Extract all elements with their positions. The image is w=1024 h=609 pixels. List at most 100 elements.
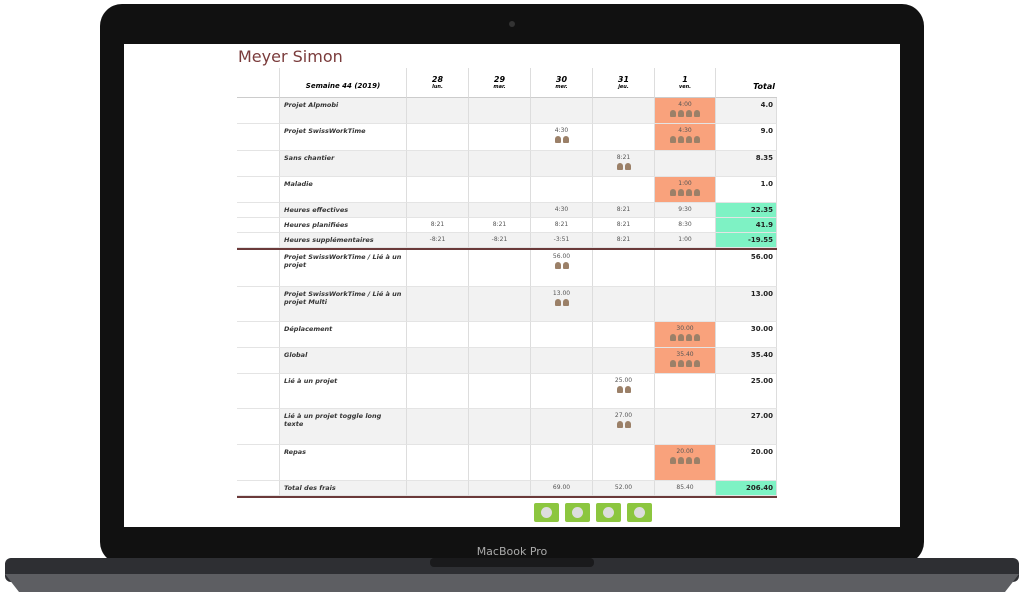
day-cell: 69.00 [531,481,593,496]
row-blank [237,481,280,496]
row-label: Repas [280,445,407,481]
row-blank [237,98,280,124]
row-label: Projet SwissWorkTime / Lié à un projet [280,250,407,287]
day-cell: 8:21 [407,218,469,233]
day-cell [469,481,531,496]
notch [430,558,594,567]
day-cell [407,322,469,348]
day-cell [407,151,469,177]
cell-value: 1:00 [678,180,692,187]
device-label: MacBook Pro [477,545,548,558]
row-total: 22.35 [716,203,777,218]
cell-value: -3:51 [553,236,570,243]
day-cell: 8:30 [655,218,716,233]
button-icon [603,507,614,518]
icons [655,457,715,466]
cell-value: 35.40 [676,351,694,358]
action-button[interactable] [596,503,621,522]
cell-value: 8:21 [492,221,507,228]
day-cell: -8:21 [469,233,531,248]
day-number: 30 [555,75,568,84]
row-total: 4.0 [716,98,777,124]
day-cell [469,445,531,481]
row-blank [237,177,280,203]
cell-value: 8:21 [616,221,631,228]
icons [655,334,715,343]
day-cell [531,151,593,177]
day-cell [469,203,531,218]
cell-value: 25.00 [614,377,633,384]
cell-value: 8:21 [616,236,631,243]
day-cell [531,177,593,203]
day-cell: 56.00 [531,250,593,287]
cell-value: 13.00 [552,290,571,297]
row-label: Heures effectives [280,203,407,218]
icons [531,299,592,308]
day-cell [469,98,531,124]
separator [237,496,777,498]
day-cell: 8:21 [469,218,531,233]
row-label: Projet SwissWorkTime / Lié à un projet M… [280,287,407,322]
icons [655,136,715,145]
row-blank [237,322,280,348]
row-blank [237,203,280,218]
icons [593,163,654,172]
day-cell [531,374,593,409]
day-cell [469,177,531,203]
row-total: 25.00 [716,374,777,409]
day-number: 1 [682,75,688,84]
day-cell: 52.00 [593,481,655,496]
day-cell [407,287,469,322]
row-total: 8.35 [716,151,777,177]
day-header: 30 mer. [531,68,593,98]
blank-header [237,68,280,98]
row-total: 30.00 [716,322,777,348]
row-total: 13.00 [716,287,777,322]
row-label: Maladie [280,177,407,203]
row-label: Projet Alpmobi [280,98,407,124]
day-name: jeu. [618,84,629,90]
day-header: 31 jeu. [593,68,655,98]
row-total: 41.9 [716,218,777,233]
row-total: -19.55 [716,233,777,248]
day-name: mer. [555,84,568,90]
cell-value: 8:21 [616,206,631,213]
day-cell: 1:00 [655,233,716,248]
action-button[interactable] [627,503,652,522]
day-cell [407,374,469,409]
day-cell: 8:21 [531,218,593,233]
row-blank [237,233,280,248]
day-cell: -8:21 [407,233,469,248]
day-cell [469,250,531,287]
action-button[interactable] [565,503,590,522]
day-cell [593,287,655,322]
row-blank [237,250,280,287]
row-label: Heures supplémentaires [280,233,407,248]
day-cell: 8:21 [593,233,655,248]
row-total: 206.40 [716,481,777,496]
action-button[interactable] [534,503,559,522]
day-cell: 1:00 [655,177,716,203]
row-blank [237,124,280,151]
day-cell: 8:21 [593,203,655,218]
cell-value: 27.00 [614,412,633,419]
day-cell [407,203,469,218]
day-cell [593,250,655,287]
day-cell [593,348,655,374]
cell-value: 4:00 [678,101,692,108]
row-label: Déplacement [280,322,407,348]
day-cell [531,409,593,445]
day-cell [407,445,469,481]
cell-value: 4:30 [554,127,569,134]
day-cell: 9:30 [655,203,716,218]
day-cell [593,124,655,151]
button-icon [634,507,645,518]
row-label: Global [280,348,407,374]
cell-value: 8:21 [430,221,445,228]
cell-value: 85.40 [676,484,694,491]
icons [655,189,715,198]
day-number: 29 [493,75,506,84]
day-cell [407,481,469,496]
day-cell [655,151,716,177]
day-cell: 27.00 [593,409,655,445]
